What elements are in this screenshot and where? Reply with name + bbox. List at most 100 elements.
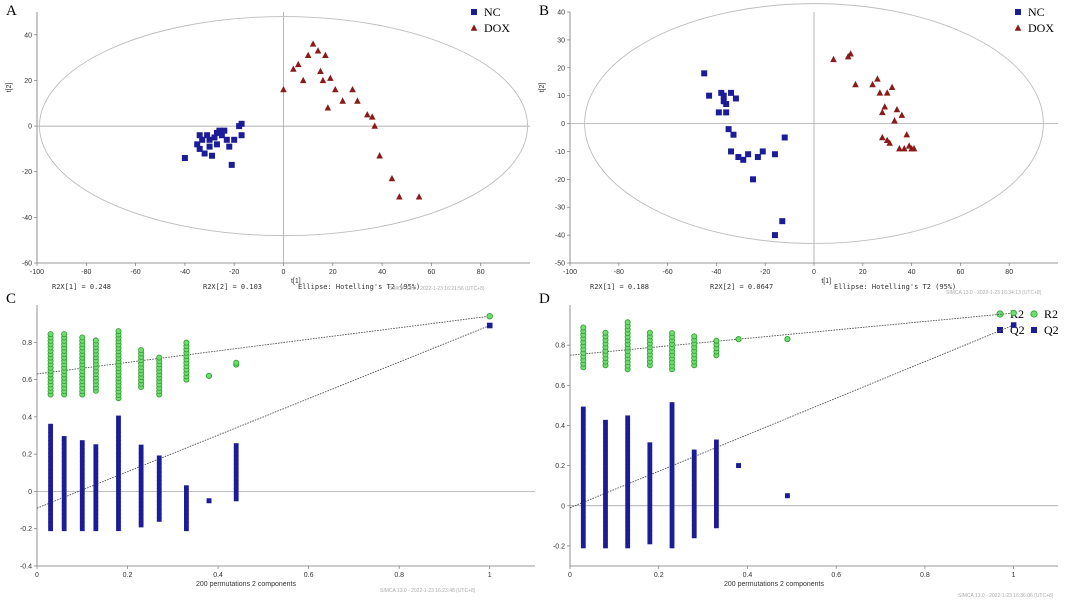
panel-d-q2-point — [669, 468, 675, 474]
panel-b-nc-point — [740, 156, 747, 163]
panel-b-x-axis-label: t[1] — [821, 278, 831, 285]
panel-c-q2-point — [184, 485, 189, 491]
panel-c-q2-point — [184, 526, 189, 532]
panel-c-q2-point — [233, 488, 239, 494]
panel-c-q2-point — [116, 526, 121, 532]
panel-c-q2-point — [116, 481, 121, 486]
panel-c-q2-point — [116, 501, 121, 507]
panel-a-chart: -100 -80 -60 -40 -20 0 20 40 60 80 -60 -40 -20 0 20 40 t… — [6, 5, 530, 292]
panel-b-nc-point — [715, 109, 722, 116]
panel-d-q2-point — [603, 477, 608, 483]
panel-d-q2-point — [669, 455, 675, 460]
panel-d-q2-point — [669, 424, 675, 430]
panel-d-q2-point — [647, 451, 653, 456]
panel-d-q2-point — [669, 441, 675, 447]
panel-b-legend-dox-label: DOX — [1028, 21, 1054, 35]
panel-b-label: B — [539, 3, 549, 19]
panel-d-q2-point — [580, 494, 586, 500]
panel-b-y-tick-label: -30 — [555, 205, 565, 212]
panel-c-q2-point — [61, 477, 67, 482]
panel-b-legend-nc-marker — [1015, 9, 1021, 15]
panel-c-q2-point — [156, 459, 162, 465]
panel-c-q2-point — [93, 509, 99, 515]
panel-c-q2-point — [79, 452, 85, 458]
panel-c-q2-point — [138, 469, 144, 475]
panel-c-q2-point — [93, 456, 99, 462]
panel-c-q2-point — [156, 516, 162, 522]
panel-c-q2-point — [61, 505, 67, 511]
panel-d-q2-point — [580, 441, 586, 447]
panel-c-q2-point — [138, 518, 144, 524]
panel-c-q2-point — [79, 448, 85, 454]
panel-d-q2-point — [603, 521, 608, 527]
panel-c-q2-point — [48, 477, 53, 482]
panel-c-q2-point — [184, 509, 189, 515]
panel-b-nc-point — [750, 176, 756, 183]
panel-c-q2-point — [233, 492, 239, 498]
panel-b-dox-point — [852, 80, 859, 88]
panel-c-q2-point — [48, 481, 53, 486]
panel-d-q2-point — [625, 472, 631, 478]
panel-d-q2-point — [669, 464, 675, 469]
panel-a-dox-point — [388, 174, 396, 182]
panel-c-r2-point — [138, 347, 145, 354]
panel-b-r2x2-text: R2X[2] = 0.0647 — [710, 283, 773, 291]
panel-d-q2-point — [580, 437, 586, 443]
panel-b-nc-point — [779, 218, 786, 225]
panel-c-q2-point — [116, 497, 121, 503]
panel-c-q2-point — [156, 492, 162, 498]
panel-b-x-tick-label: -20 — [760, 269, 770, 276]
panel-c-q2-point — [48, 501, 53, 507]
panel-b-y-tick-label: -40 — [555, 233, 565, 240]
panel-d-legend-r2-marker — [1030, 310, 1038, 318]
panel-c-q2-point — [61, 526, 67, 532]
panel-b-dox-point — [869, 80, 876, 88]
panel-b-nc-point — [730, 131, 737, 138]
panel-d-q2-point — [580, 459, 586, 465]
panel-b-dox-point — [893, 106, 901, 113]
panel-a-nc-point — [206, 143, 213, 150]
panel-d-q2-point — [625, 433, 631, 438]
panel-a-dox-point — [319, 76, 327, 84]
panel-d-q2-point — [691, 484, 697, 490]
panel-d-q2-point — [625, 464, 631, 469]
panel-c-q2-point — [116, 468, 121, 474]
panel-d-q2-point — [714, 474, 719, 480]
panel-c-q2-point — [116, 489, 121, 495]
panel-b-r2x1-text: R2X[1] = 0.188 — [590, 283, 649, 291]
panel-d-q2-point — [736, 463, 741, 469]
panel-a-y-tick-label: -20 — [22, 169, 32, 176]
panel-b-nc-point — [771, 232, 778, 239]
panel-b-dox-point — [891, 117, 898, 124]
panel-d-q2-point — [647, 508, 653, 514]
panel-b-y-tick-label: 20 — [557, 65, 565, 72]
panel-b-nc-point — [759, 148, 766, 155]
panel-d-q2-point — [714, 439, 719, 445]
panel-c-q2-point — [61, 456, 67, 462]
panel-d-q2-point — [603, 525, 608, 531]
panel-d-q2-point — [714, 488, 719, 493]
panel-b-chart: -100 -80 -60 -40 -20 0 20 40 60 80-50-40-30-20-10… — [539, 3, 1058, 296]
panel-d-q2-point — [603, 481, 608, 487]
panel-d-q2-point — [714, 479, 719, 485]
panel-c-q2-point — [184, 497, 189, 503]
panel-d-q2-point — [625, 499, 631, 505]
panel-c-q2-point — [48, 440, 53, 445]
panel-c-q2-regression-line — [36, 325, 490, 509]
panel-d-q2-point — [603, 437, 608, 443]
panel-b-y-tick-label: 30 — [557, 37, 565, 44]
panel-d-q2-point — [669, 503, 675, 509]
panel-d-q2-point — [669, 433, 675, 438]
panel-d-q2-point — [580, 517, 586, 522]
panel-c-q2-point — [93, 460, 99, 466]
panel-d-q2-point — [625, 539, 631, 544]
panel-c-q2-point — [79, 464, 85, 470]
panel-d-q2-point — [647, 473, 653, 479]
panel-d-q2-point — [669, 517, 675, 522]
panel-d-q2-point — [669, 490, 675, 496]
panel-a-x-tick-label: -60 — [131, 269, 141, 276]
panel-b-dox-point — [830, 55, 837, 63]
panel-d-q2-point — [691, 502, 697, 508]
panel-d-q2-point — [647, 477, 653, 483]
panel-c-x-tick-label: 0.2 — [123, 572, 133, 579]
